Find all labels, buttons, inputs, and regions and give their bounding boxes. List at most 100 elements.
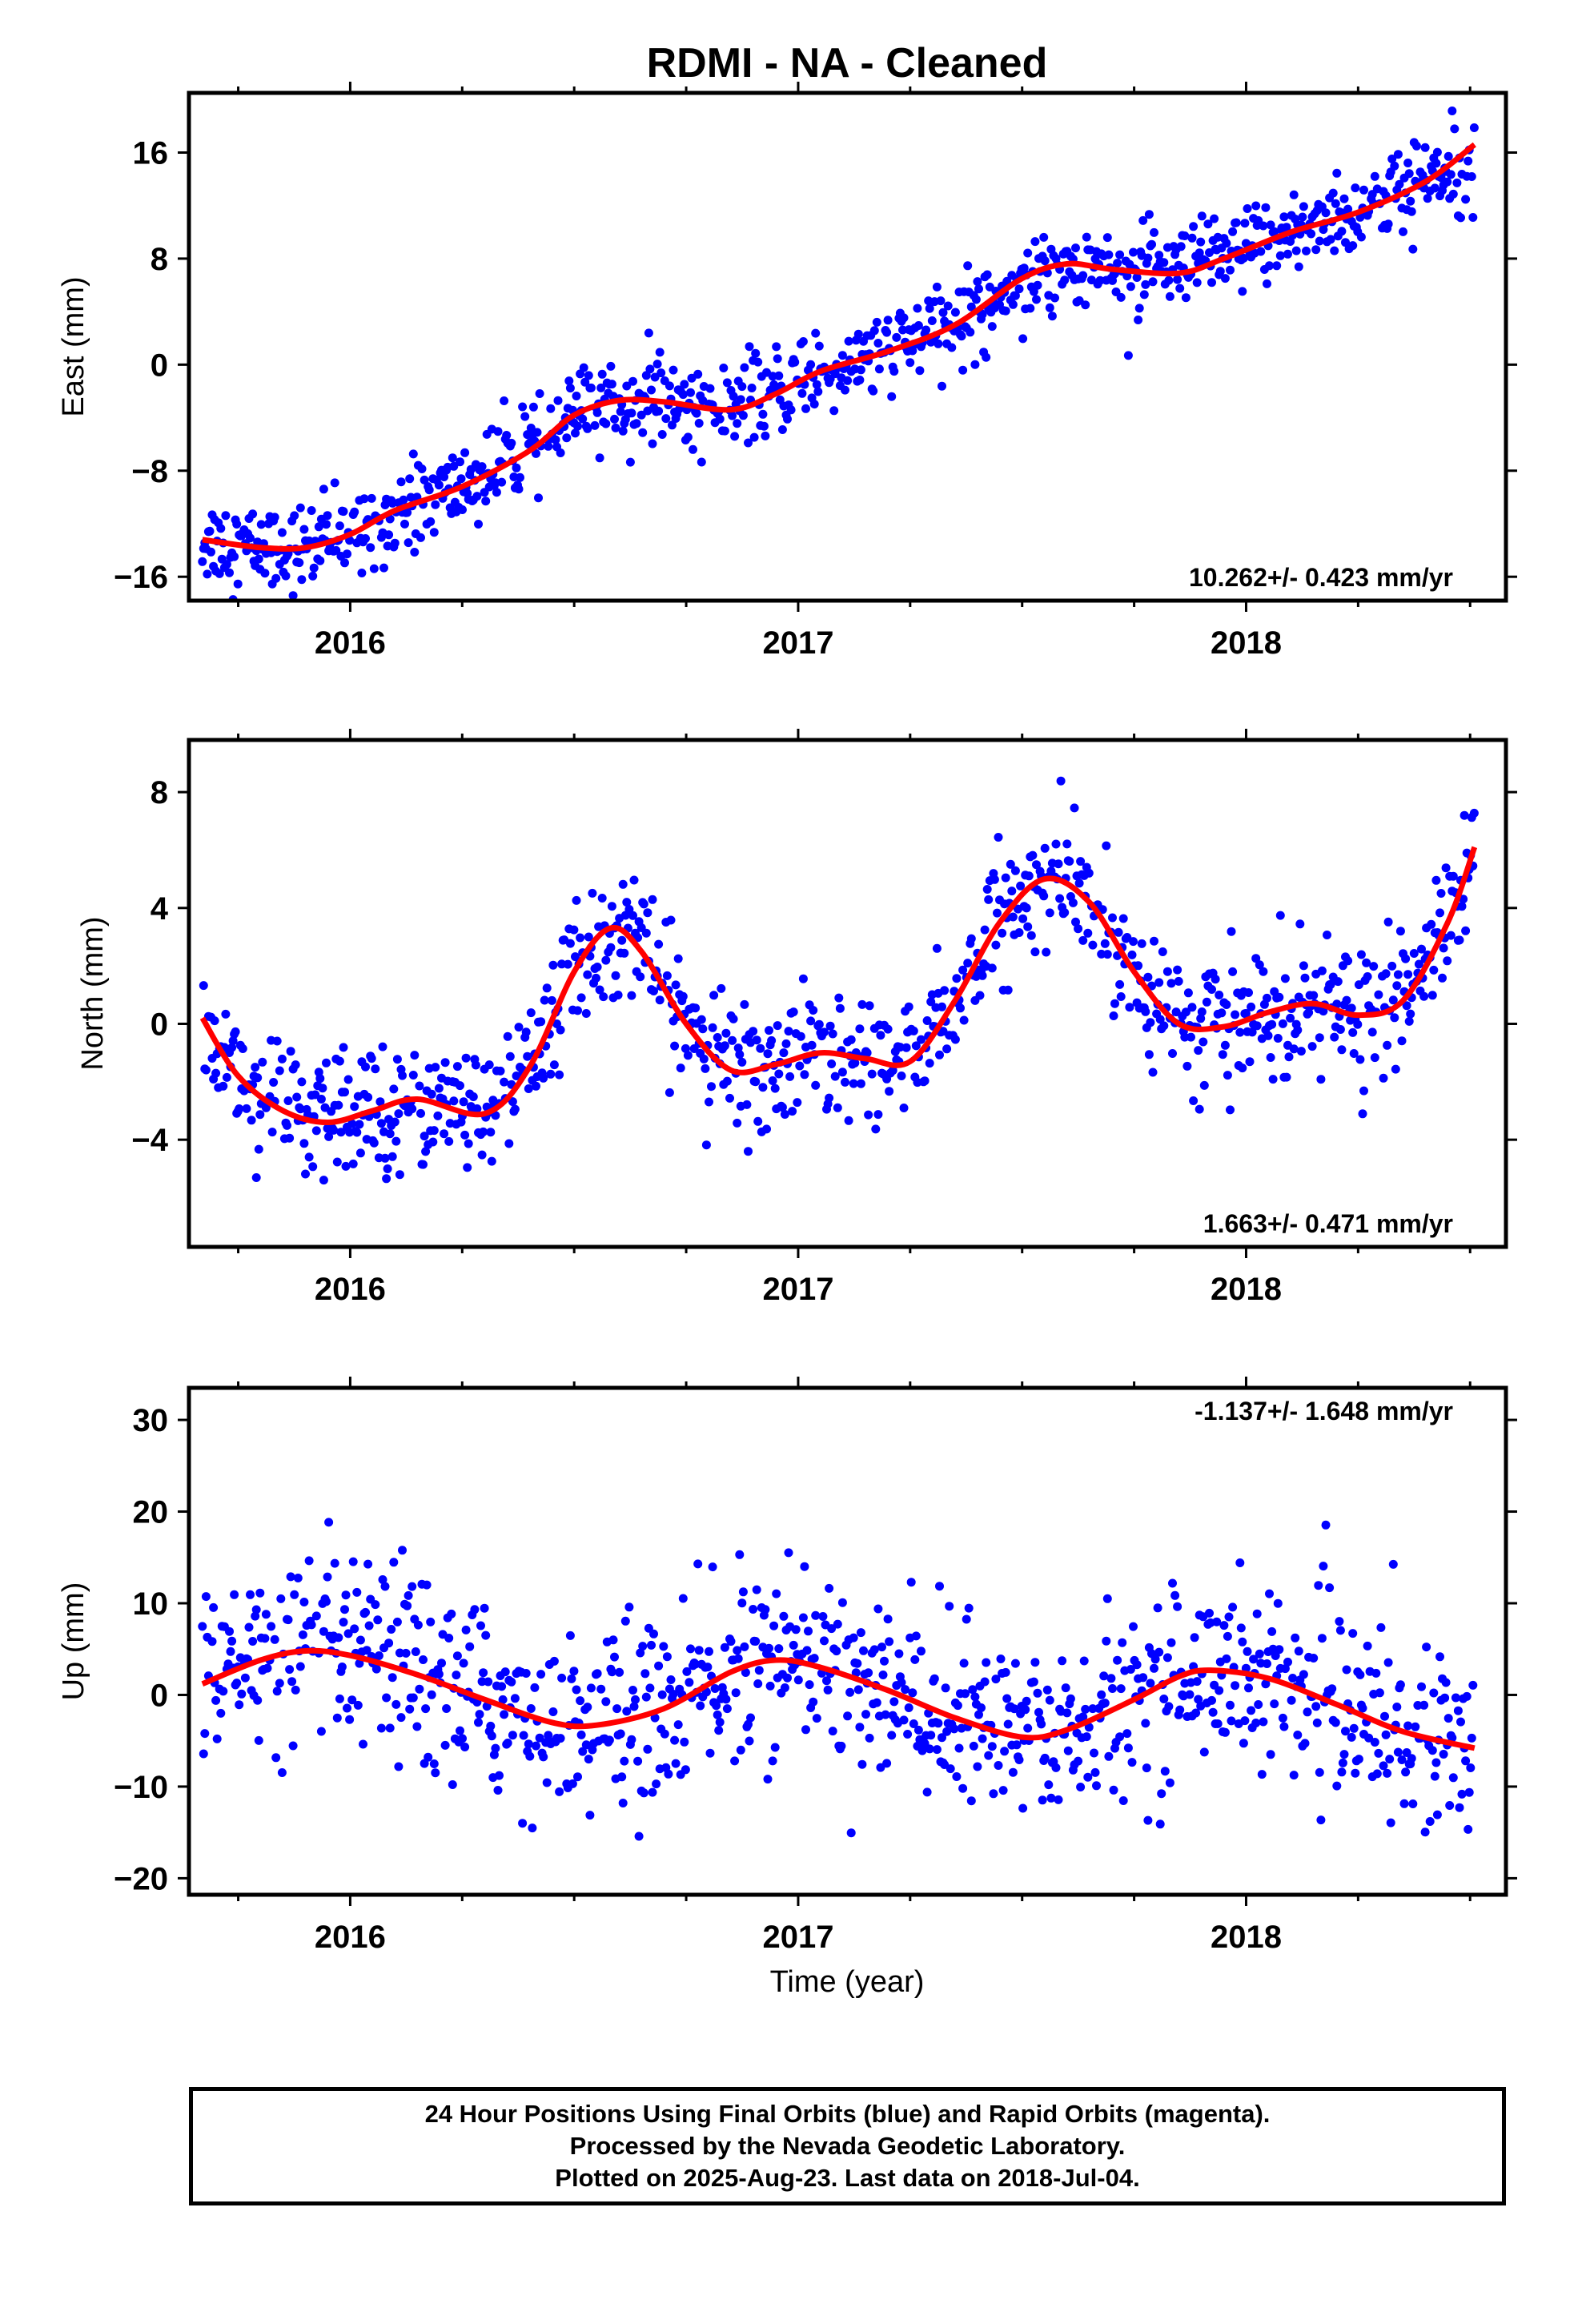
up-data-point bbox=[198, 1622, 207, 1631]
east-data-point bbox=[1469, 123, 1479, 132]
east-data-point bbox=[1399, 227, 1407, 236]
up-data-point bbox=[209, 1602, 219, 1612]
north-data-point bbox=[1056, 776, 1066, 786]
north-data-point bbox=[1317, 966, 1327, 975]
north-data-point bbox=[1403, 970, 1413, 979]
north-data-point bbox=[828, 1029, 837, 1039]
north-data-point bbox=[1252, 1021, 1262, 1031]
up-data-point bbox=[380, 1582, 390, 1591]
north-data-point bbox=[856, 1079, 865, 1088]
up-data-point bbox=[647, 1640, 656, 1650]
north-data-point bbox=[752, 1035, 761, 1045]
up-data-point bbox=[1001, 1667, 1010, 1677]
east-data-point bbox=[1351, 183, 1360, 193]
up-data-point bbox=[500, 1710, 509, 1719]
north-data-point bbox=[770, 1084, 780, 1093]
up-data-point bbox=[1349, 1723, 1359, 1733]
north-data-point bbox=[618, 879, 628, 889]
up-data-point bbox=[1440, 1693, 1450, 1703]
east-data-point bbox=[1045, 303, 1054, 312]
east-data-point bbox=[1222, 239, 1231, 248]
up-data-point bbox=[401, 1648, 411, 1658]
north-data-point bbox=[427, 1089, 436, 1099]
up-data-point bbox=[1040, 1753, 1050, 1763]
up-data-point bbox=[1455, 1803, 1464, 1812]
up-data-point bbox=[1150, 1663, 1158, 1673]
north-data-point bbox=[394, 1109, 404, 1119]
up-data-point bbox=[910, 1655, 920, 1664]
up-data-point bbox=[968, 1685, 978, 1695]
north-data-point bbox=[697, 1015, 706, 1024]
up-data-point bbox=[263, 1663, 272, 1673]
east-x-tick-label: 2018 bbox=[1211, 625, 1282, 661]
up-data-point bbox=[682, 1667, 692, 1676]
up-data-point bbox=[726, 1637, 736, 1647]
up-data-point bbox=[681, 1765, 690, 1775]
north-data-point bbox=[429, 1126, 439, 1136]
east-data-point bbox=[982, 352, 991, 362]
north-data-point bbox=[1040, 843, 1050, 853]
up-data-point bbox=[801, 1725, 810, 1735]
north-data-point bbox=[952, 974, 962, 983]
up-data-point bbox=[962, 1614, 971, 1624]
up-data-point bbox=[1261, 1679, 1271, 1689]
north-data-point bbox=[780, 1110, 789, 1119]
up-data-point bbox=[607, 1667, 616, 1677]
up-data-point bbox=[793, 1675, 803, 1685]
north-data-point bbox=[1391, 1064, 1400, 1074]
up-data-point bbox=[849, 1633, 858, 1642]
north-data-point bbox=[1337, 1045, 1347, 1055]
north-data-point bbox=[1431, 875, 1441, 885]
north-data-point bbox=[806, 1016, 816, 1026]
north-data-point bbox=[1084, 868, 1094, 878]
up-data-point bbox=[1223, 1631, 1232, 1641]
north-data-point bbox=[1076, 857, 1086, 866]
up-data-point bbox=[1122, 1729, 1132, 1739]
up-data-point bbox=[424, 1752, 433, 1762]
up-data-point bbox=[1417, 1682, 1426, 1691]
up-data-point bbox=[507, 1677, 516, 1687]
north-data-point bbox=[546, 1069, 556, 1079]
north-data-point bbox=[774, 1069, 784, 1079]
north-data-point bbox=[472, 1104, 482, 1113]
north-data-point bbox=[1245, 1057, 1255, 1067]
up-data-point bbox=[237, 1689, 247, 1699]
north-data-point bbox=[449, 1096, 459, 1106]
up-data-point bbox=[627, 1735, 636, 1744]
up-data-point bbox=[624, 1602, 634, 1612]
up-data-point bbox=[1045, 1695, 1054, 1705]
north-data-point bbox=[340, 1088, 349, 1097]
east-data-point bbox=[772, 342, 781, 352]
north-data-point bbox=[827, 1059, 837, 1068]
north-data-point bbox=[573, 1006, 582, 1015]
east-data-point bbox=[628, 376, 637, 386]
east-data-point bbox=[440, 472, 449, 481]
east-data-point bbox=[1050, 293, 1059, 303]
up-data-point bbox=[549, 1656, 559, 1666]
north-data-point bbox=[1189, 1096, 1199, 1105]
north-data-point bbox=[221, 1009, 231, 1019]
east-data-point bbox=[694, 419, 704, 428]
up-data-point bbox=[339, 1618, 348, 1627]
up-data-point bbox=[1155, 1819, 1165, 1829]
east-data-point bbox=[1461, 195, 1471, 204]
north-data-point bbox=[1045, 908, 1054, 918]
north-data-point bbox=[871, 1124, 881, 1134]
up-data-point bbox=[1420, 1827, 1430, 1837]
up-data-point bbox=[977, 1703, 986, 1712]
north-data-point bbox=[1115, 979, 1125, 989]
north-data-point bbox=[1326, 979, 1335, 989]
north-data-point bbox=[671, 980, 681, 990]
up-data-point bbox=[802, 1646, 812, 1655]
east-data-point bbox=[1148, 277, 1158, 287]
up-data-point bbox=[958, 1783, 968, 1793]
east-data-point bbox=[652, 360, 662, 369]
east-data-point bbox=[934, 339, 943, 348]
up-data-point bbox=[996, 1655, 1006, 1663]
up-data-point bbox=[780, 1683, 789, 1692]
north-data-point bbox=[982, 885, 992, 894]
up-data-point bbox=[800, 1562, 809, 1571]
up-data-point bbox=[1358, 1703, 1367, 1713]
east-data-point bbox=[583, 424, 592, 433]
north-data-point bbox=[549, 1060, 559, 1070]
